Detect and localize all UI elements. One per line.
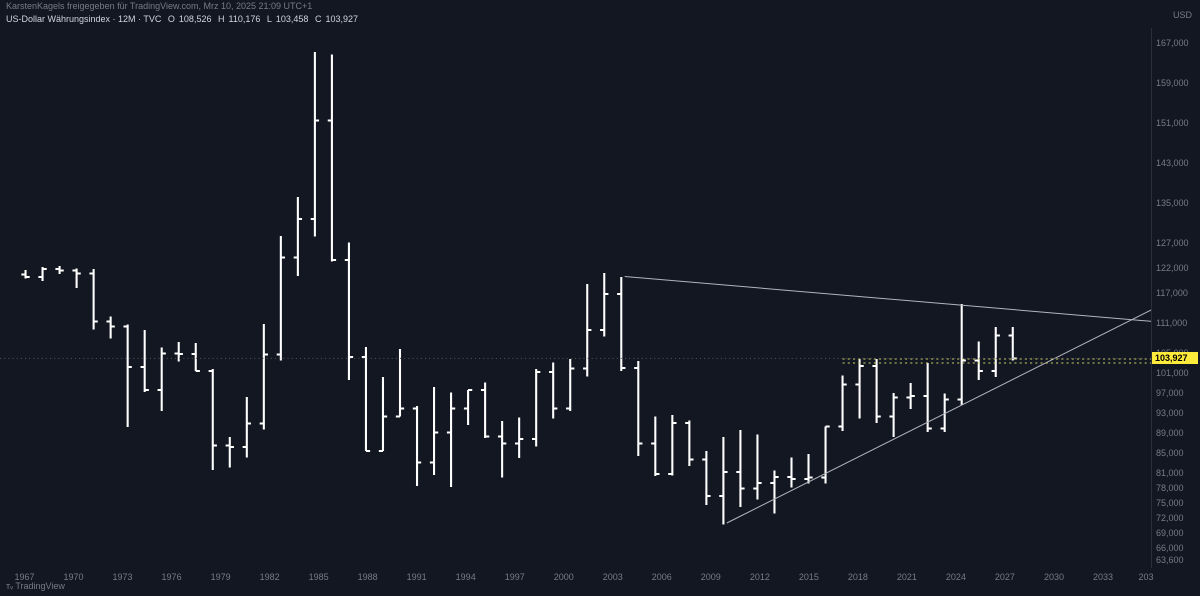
price-axis[interactable]: USD 167,000159,000151,000143,000135,0001… [1151, 28, 1200, 568]
close-label: C [315, 14, 322, 24]
price-tick: 143,000 [1156, 158, 1189, 168]
price-tick: 127,000 [1156, 238, 1189, 248]
high-value: 110,176 [228, 14, 260, 24]
attribution-text: KarstenKagels freigegeben für TradingVie… [6, 1, 312, 11]
price-tick: 122,000 [1156, 263, 1189, 273]
price-tick: 159,000 [1156, 78, 1189, 88]
low-value: 103,458 [276, 14, 309, 24]
open-label: O [168, 14, 175, 24]
close-value: 103,927 [325, 14, 358, 24]
price-tick: 63,600 [1156, 555, 1184, 565]
low-label: L [267, 14, 272, 24]
price-tick: 151,000 [1156, 118, 1189, 128]
ohlc-chart[interactable]: 2017H2020H [0, 28, 1200, 568]
price-tick: 101,000 [1156, 368, 1189, 378]
high-label: H [218, 14, 225, 24]
ohlc-block: O 108,526 H110,176 L 103,458 C103,927 [168, 14, 362, 24]
tradingview-logo[interactable]: ᴛᵥ TradingView [6, 581, 65, 591]
symbol-info-bar[interactable]: US-Dollar Währungsindex · 12M · TVC O 108… [0, 14, 1200, 28]
tv-logo-text: TradingView [15, 581, 65, 591]
price-tick: 75,000 [1156, 498, 1184, 508]
price-unit: USD [1173, 10, 1192, 20]
tv-logo-icon: ᴛᵥ [6, 581, 15, 591]
price-tick: 85,000 [1156, 448, 1184, 458]
price-tick: 111,000 [1156, 318, 1187, 328]
price-tick: 117,000 [1156, 288, 1188, 298]
price-tick: 97,000 [1156, 388, 1184, 398]
price-tick: 69,000 [1156, 528, 1184, 538]
symbol-name[interactable]: US-Dollar Währungsindex · 12M · TVC [6, 14, 161, 24]
price-tick: 135,000 [1156, 198, 1189, 208]
price-tick: 66,000 [1156, 543, 1184, 553]
current-price-tag: 103,927 [1152, 352, 1198, 364]
price-tick: 81,000 [1156, 468, 1184, 478]
price-tick: 78,000 [1156, 483, 1184, 493]
price-tick: 89,000 [1156, 428, 1184, 438]
price-tick: 72,000 [1156, 513, 1184, 523]
open-value: 108,526 [179, 14, 212, 24]
chart-area[interactable]: 2017H2020H [0, 28, 1200, 568]
price-tick: 167,000 [1156, 38, 1189, 48]
bottom-bar: ᴛᵥ TradingView [0, 580, 1200, 596]
price-tick: 93,000 [1156, 408, 1184, 418]
